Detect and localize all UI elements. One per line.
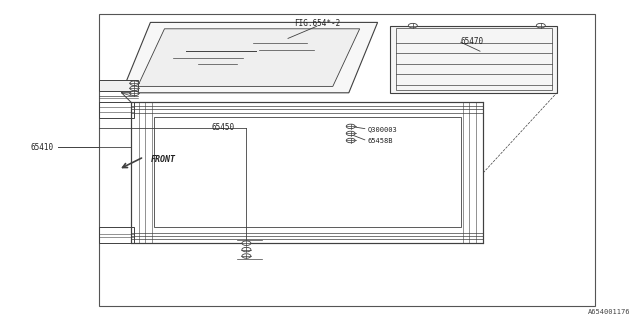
Circle shape: [242, 241, 251, 245]
Circle shape: [130, 91, 139, 96]
Polygon shape: [99, 80, 138, 91]
Text: 65410: 65410: [31, 143, 54, 152]
Polygon shape: [122, 22, 378, 93]
Text: Q300003: Q300003: [368, 127, 397, 132]
Polygon shape: [390, 26, 557, 93]
Text: 65470: 65470: [461, 37, 484, 46]
Polygon shape: [138, 29, 360, 86]
Circle shape: [242, 247, 251, 252]
Circle shape: [130, 86, 139, 91]
Text: FIG.654*-2: FIG.654*-2: [294, 20, 340, 28]
Circle shape: [242, 254, 251, 258]
Text: 65450: 65450: [211, 124, 234, 132]
Text: 65458B: 65458B: [368, 138, 394, 144]
Circle shape: [130, 81, 139, 85]
Text: FRONT: FRONT: [150, 156, 175, 164]
Polygon shape: [154, 117, 461, 227]
Circle shape: [536, 23, 545, 28]
Circle shape: [346, 124, 355, 129]
Circle shape: [346, 131, 355, 136]
Circle shape: [346, 138, 355, 143]
Circle shape: [408, 23, 417, 28]
Text: A654001176: A654001176: [588, 309, 630, 315]
